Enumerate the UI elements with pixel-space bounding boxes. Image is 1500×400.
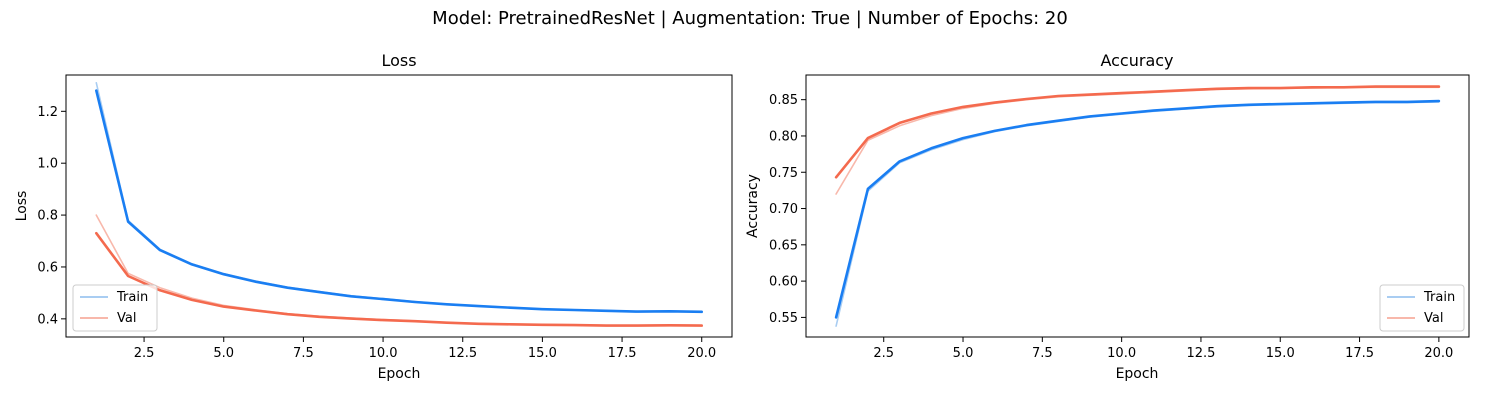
accuracy-x-tick-label: 7.5 — [1032, 346, 1053, 361]
figure-title: Model: PretrainedResNet | Augmentation: … — [432, 8, 1068, 29]
accuracy-y-tick-label: 0.80 — [769, 129, 798, 144]
loss-x-tick-label: 5.0 — [213, 346, 234, 361]
loss-series-train-run — [95, 82, 703, 313]
loss-series-val-run — [95, 214, 703, 327]
loss-series-val-mean — [95, 231, 704, 327]
accuracy-y-tick-label: 0.70 — [769, 202, 798, 217]
accuracy-chart: Accuracy Epoch Accuracy 2.5 5.0 7.5 10.0 12.… — [745, 51, 1470, 382]
loss-y-axis-label: Loss — [14, 191, 30, 222]
accuracy-x-axis-label: Epoch — [1116, 366, 1159, 382]
accuracy-y-tick-label: 0.55 — [769, 311, 798, 326]
accuracy-x-tick-label: 17.5 — [1345, 346, 1374, 361]
loss-chart-title: Loss — [381, 51, 416, 70]
accuracy-legend: Train Val — [1379, 284, 1465, 332]
accuracy-series-val-mean — [834, 85, 1441, 179]
accuracy-x-tick-label: 15.0 — [1266, 346, 1295, 361]
loss-y-tick-label: 0.6 — [37, 260, 58, 275]
loss-y-tick-label: 1.2 — [37, 105, 58, 120]
loss-x-tick-label: 10.0 — [369, 346, 398, 361]
loss-x-tick-label: 12.5 — [448, 346, 477, 361]
loss-x-tick-label: 20.0 — [687, 346, 716, 361]
loss-series-train-mean — [95, 89, 704, 314]
loss-y-tick-label: 1.0 — [37, 157, 58, 172]
accuracy-y-tick-label: 0.75 — [769, 166, 798, 181]
accuracy-series-train-mean — [834, 99, 1441, 319]
loss-y-tick-label: 0.4 — [37, 312, 58, 327]
accuracy-x-tick-label: 5.0 — [953, 346, 974, 361]
accuracy-x-tick-label: 10.0 — [1107, 346, 1136, 361]
loss-legend-train-label: Train — [116, 290, 148, 305]
accuracy-y-tick-label: 0.65 — [769, 238, 798, 253]
loss-x-tick-label: 17.5 — [608, 346, 637, 361]
accuracy-plot-area: 2.5 5.0 7.5 10.0 12.5 15.0 17.5 20.0 0.55 0.60 0.6… — [769, 74, 1470, 361]
loss-x-tick-label: 2.5 — [134, 346, 155, 361]
loss-axes-frame — [65, 74, 733, 338]
loss-y-tick-label: 0.8 — [37, 209, 58, 224]
accuracy-y-axis-label: Accuracy — [745, 174, 761, 238]
loss-x-tick-label: 7.5 — [293, 346, 314, 361]
loss-legend-val-label: Val — [117, 311, 136, 326]
loss-chart: Loss Epoch Loss 2.5 5.0 7.5 10.0 12.5 15.0 17.… — [14, 51, 733, 382]
accuracy-legend-train-label: Train — [1423, 290, 1455, 305]
accuracy-series-train-run — [835, 101, 1440, 327]
accuracy-y-tick-label: 0.60 — [769, 275, 798, 290]
accuracy-x-tick-label: 12.5 — [1186, 346, 1215, 361]
loss-plot-area: 2.5 5.0 7.5 10.0 12.5 15.0 17.5 20.0 0.4 0.6 0.8 1.… — [37, 74, 733, 361]
accuracy-x-tick-label: 20.0 — [1424, 346, 1453, 361]
accuracy-chart-title: Accuracy — [1100, 51, 1173, 70]
accuracy-y-tick-label: 0.85 — [769, 93, 798, 108]
loss-x-axis-label: Epoch — [378, 366, 421, 382]
accuracy-axes-frame — [805, 74, 1470, 338]
accuracy-x-tick-label: 2.5 — [873, 346, 894, 361]
accuracy-legend-val-label: Val — [1424, 311, 1443, 326]
loss-legend: Train Val — [72, 284, 158, 332]
loss-x-tick-label: 15.0 — [528, 346, 557, 361]
